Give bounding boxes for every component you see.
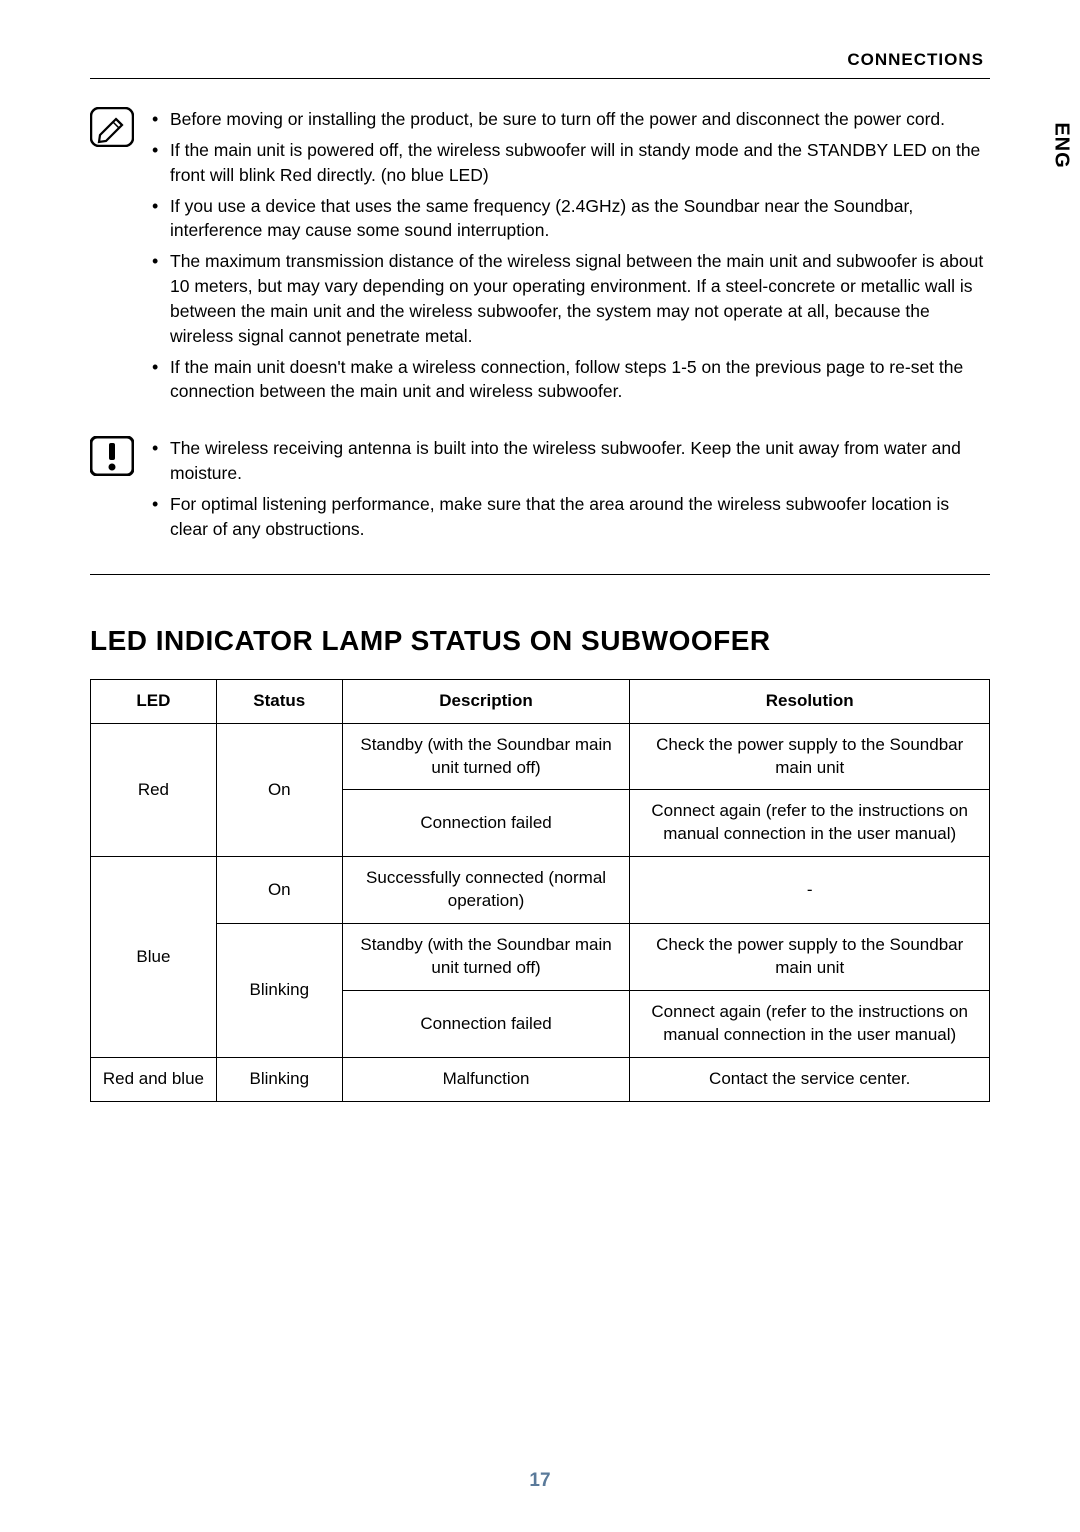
note-item: If the main unit is powered off, the wir… [152, 138, 990, 188]
pencil-note-icon [90, 107, 134, 147]
note-block-1: Before moving or installing the product,… [90, 107, 990, 410]
cell-res: Check the power supply to the Soundbar m… [630, 723, 990, 790]
cell-desc: Connection failed [342, 991, 630, 1058]
cell-status: Blinking [216, 1057, 342, 1101]
note-item: For optimal listening performance, make … [152, 492, 990, 542]
note-item: If the main unit doesn't make a wireless… [152, 355, 990, 405]
cell-desc: Successfully connected (normal operation… [342, 857, 630, 924]
cell-status: On [216, 857, 342, 924]
cell-desc: Standby (with the Soundbar main unit tur… [342, 924, 630, 991]
caution-icon [90, 436, 134, 476]
cell-led: Red [91, 723, 217, 857]
section-heading: LED INDICATOR LAMP STATUS ON SUBWOOFER [90, 625, 990, 657]
cell-status: On [216, 723, 342, 857]
note-item: If you use a device that uses the same f… [152, 194, 990, 244]
cell-led: Blue [91, 857, 217, 1058]
cell-desc: Connection failed [342, 790, 630, 857]
led-status-table: LED Status Description Resolution Red On… [90, 679, 990, 1102]
th-status: Status [216, 679, 342, 723]
cell-res: Contact the service center. [630, 1057, 990, 1101]
note-item: The maximum transmission distance of the… [152, 249, 990, 348]
cell-res: Check the power supply to the Soundbar m… [630, 924, 990, 991]
page-number: 17 [0, 1470, 1080, 1492]
th-description: Description [342, 679, 630, 723]
cell-res: Connect again (refer to the instructions… [630, 991, 990, 1058]
note-item: The wireless receiving antenna is built … [152, 436, 990, 486]
top-divider [90, 78, 990, 79]
note-item: Before moving or installing the product,… [152, 107, 990, 132]
cell-desc: Malfunction [342, 1057, 630, 1101]
cell-led: Red and blue [91, 1057, 217, 1101]
cell-desc: Standby (with the Soundbar main unit tur… [342, 723, 630, 790]
note-list-1: Before moving or installing the product,… [152, 107, 990, 410]
th-led: LED [91, 679, 217, 723]
note-block-2: The wireless receiving antenna is built … [90, 436, 990, 547]
th-resolution: Resolution [630, 679, 990, 723]
language-tab: ENG [1042, 105, 1080, 185]
note-list-2: The wireless receiving antenna is built … [152, 436, 990, 547]
cell-res: Connect again (refer to the instructions… [630, 790, 990, 857]
language-text: ENG [1050, 122, 1073, 168]
cell-status: Blinking [216, 924, 342, 1058]
section-label: CONNECTIONS [90, 50, 990, 70]
mid-divider [90, 574, 990, 575]
cell-res: - [630, 857, 990, 924]
